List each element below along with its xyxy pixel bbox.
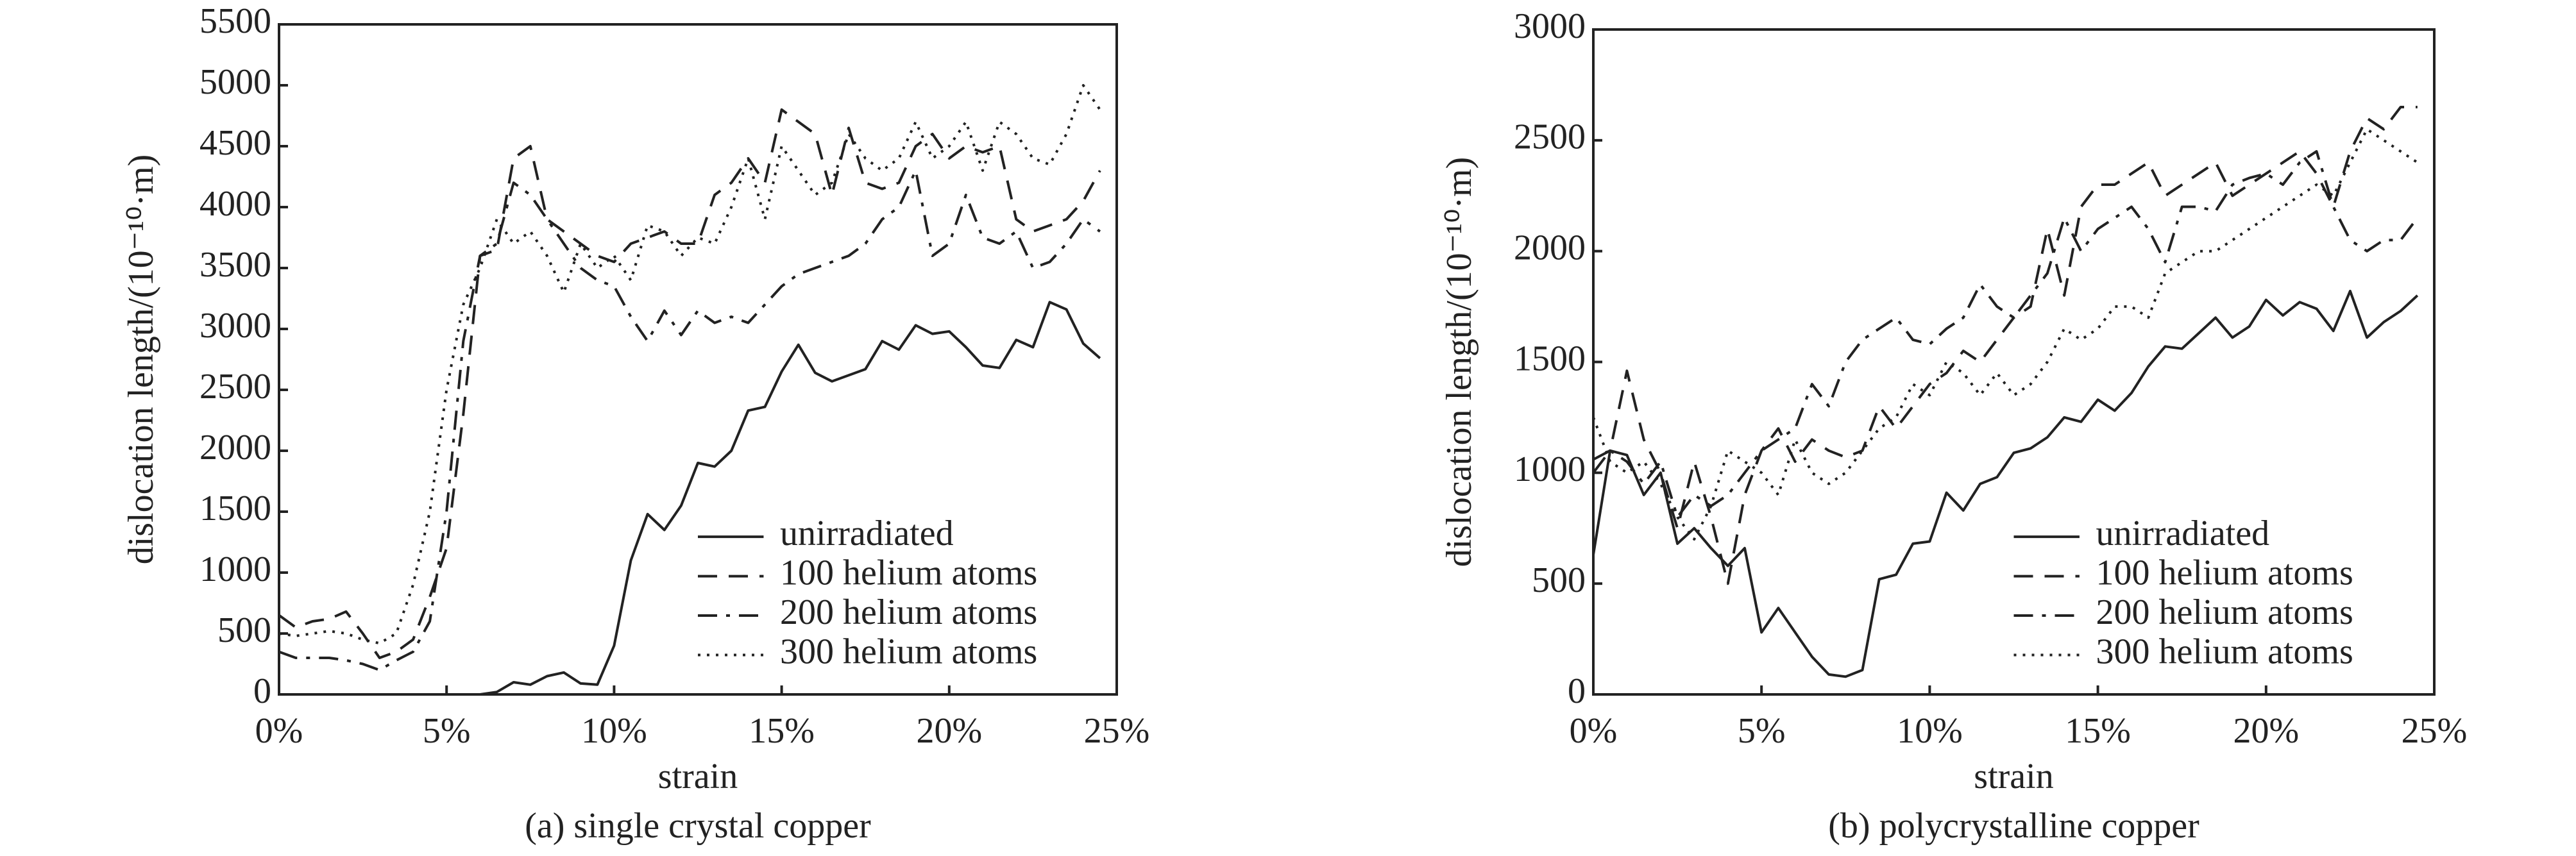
x-tick-label: 15% (2065, 711, 2131, 751)
plot-frame (1592, 28, 2436, 696)
caption: (a) single crystal copper (525, 806, 871, 846)
y-tick-label: 3500 (199, 245, 271, 285)
plot-frame (278, 23, 1118, 696)
x-tick-label: 5% (423, 711, 471, 751)
series-line (278, 169, 1101, 671)
y-tick-label: 500 (1532, 560, 1586, 600)
y-tick-label: 5500 (199, 1, 271, 41)
x-tick-label: 5% (1738, 711, 1786, 751)
y-tick-label: 0 (1568, 671, 1586, 711)
x-tick-label: 0% (255, 711, 303, 751)
legend-label: 200 helium atoms (2096, 592, 2353, 632)
chart: 0 500 1000 1500 2000 2500 3000 3500 4000 4500 5000… (121, 1, 1149, 846)
y-tick-label: 2000 (1514, 228, 1586, 268)
series-line (1592, 150, 2419, 519)
legend-label: 100 helium atoms (780, 553, 1037, 592)
y-axis-label: dislocation length/(10⁻¹⁰·m) (121, 155, 161, 565)
series-line (1592, 289, 2419, 678)
legend-label: 300 helium atoms (2096, 632, 2353, 671)
series-line (1592, 128, 2418, 541)
y-axis-label: dislocation length/(10⁻¹⁰·m) (1439, 157, 1479, 567)
x-tick-label: 0% (1570, 711, 1618, 751)
y-tick-label: 2000 (199, 428, 271, 467)
legend-label: unirradiated (780, 514, 954, 553)
y-tick-label: 1000 (1514, 449, 1586, 489)
x-tick-label: 25% (1084, 711, 1150, 751)
y-tick-label: 0 (253, 671, 271, 711)
x-tick-label: 25% (2402, 711, 2468, 751)
x-tick-label: 10% (1897, 711, 1963, 751)
legend-label: 100 helium atoms (2096, 553, 2353, 592)
y-tick-label: 2500 (1514, 117, 1586, 157)
x-axis-label: strain (1974, 757, 2053, 796)
y-tick-label: 5000 (199, 62, 271, 102)
legend-label: 300 helium atoms (780, 632, 1037, 671)
x-tick-label: 20% (2233, 711, 2299, 751)
y-tick-label: 1000 (199, 550, 271, 589)
x-tick-label: 10% (581, 711, 647, 751)
x-tick-label: 15% (749, 711, 815, 751)
y-tick-label: 1500 (1514, 339, 1586, 378)
y-tick-label: 3000 (1514, 6, 1586, 46)
x-axis-label: strain (658, 757, 738, 796)
x-tick-label: 20% (916, 711, 982, 751)
series-line (1593, 106, 2418, 585)
legend-label: 200 helium atoms (780, 592, 1037, 632)
caption: (b) polycrystalline copper (1828, 806, 2199, 846)
y-tick-label: 1500 (199, 489, 271, 528)
y-tick-label: 500 (217, 610, 271, 650)
y-tick-label: 3000 (199, 306, 271, 346)
y-tick-label: 2500 (199, 367, 271, 407)
y-tick-label: 4500 (199, 123, 271, 163)
chart: 0 500 1000 1500 2000 2500 3000 0% 5% 10% 15% 20% 25%… (1439, 6, 2467, 846)
y-tick-label: 4000 (199, 184, 271, 224)
legend-label: unirradiated (2096, 514, 2270, 553)
series-line (278, 108, 1101, 659)
